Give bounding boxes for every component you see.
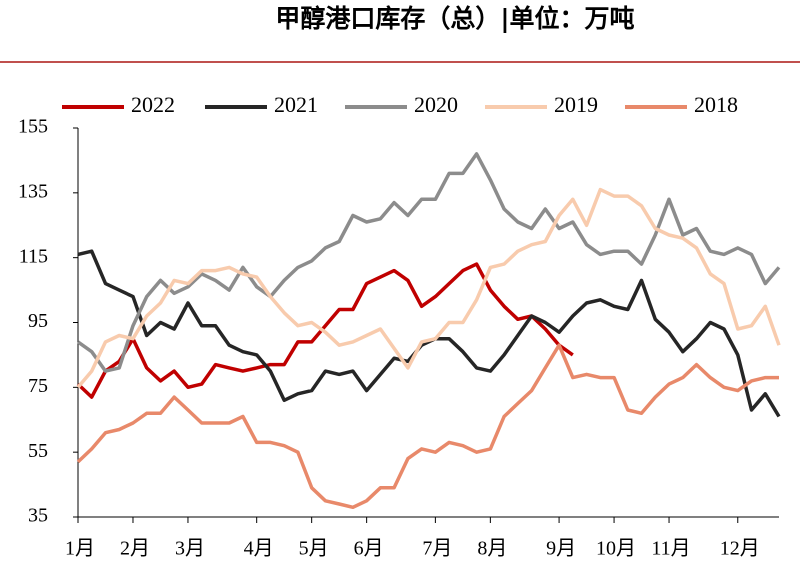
x-tick-label: 3月 <box>175 538 205 560</box>
series-line <box>76 152 781 373</box>
y-tick-label: 75 <box>28 375 48 397</box>
legend-label: 2018 <box>694 92 738 117</box>
legend-label: 2021 <box>274 92 318 117</box>
x-tick-label: 8月 <box>477 538 507 560</box>
x-tick-label: 6月 <box>354 538 384 560</box>
x-tick-label: 4月 <box>244 538 274 560</box>
y-tick-label: 115 <box>19 245 48 267</box>
series-line <box>77 249 781 418</box>
x-tick-label: 7月 <box>422 538 452 560</box>
y-tick-label: 155 <box>18 116 48 138</box>
x-tick-label: 1月 <box>65 538 95 560</box>
x-tick-label: 12月 <box>720 538 760 560</box>
y-tick-label: 55 <box>28 440 48 462</box>
legend-label: 2022 <box>131 92 175 117</box>
x-tick-label: 9月 <box>546 538 576 560</box>
x-tick-label: 11月 <box>651 538 690 560</box>
series-line <box>76 187 781 389</box>
legend-label: 2020 <box>414 92 458 117</box>
y-tick-label: 95 <box>28 310 48 332</box>
x-tick-label: 10月 <box>596 538 636 560</box>
series-line <box>76 343 779 510</box>
legend-label: 2019 <box>554 92 598 117</box>
series-line <box>76 262 574 399</box>
y-tick-label: 135 <box>18 180 48 202</box>
y-tick-label: 35 <box>28 505 48 527</box>
x-tick-label: 5月 <box>299 538 329 560</box>
chart-title: 甲醇港口库存（总）|单位：万吨 <box>275 4 634 33</box>
x-tick-label: 2月 <box>120 538 150 560</box>
